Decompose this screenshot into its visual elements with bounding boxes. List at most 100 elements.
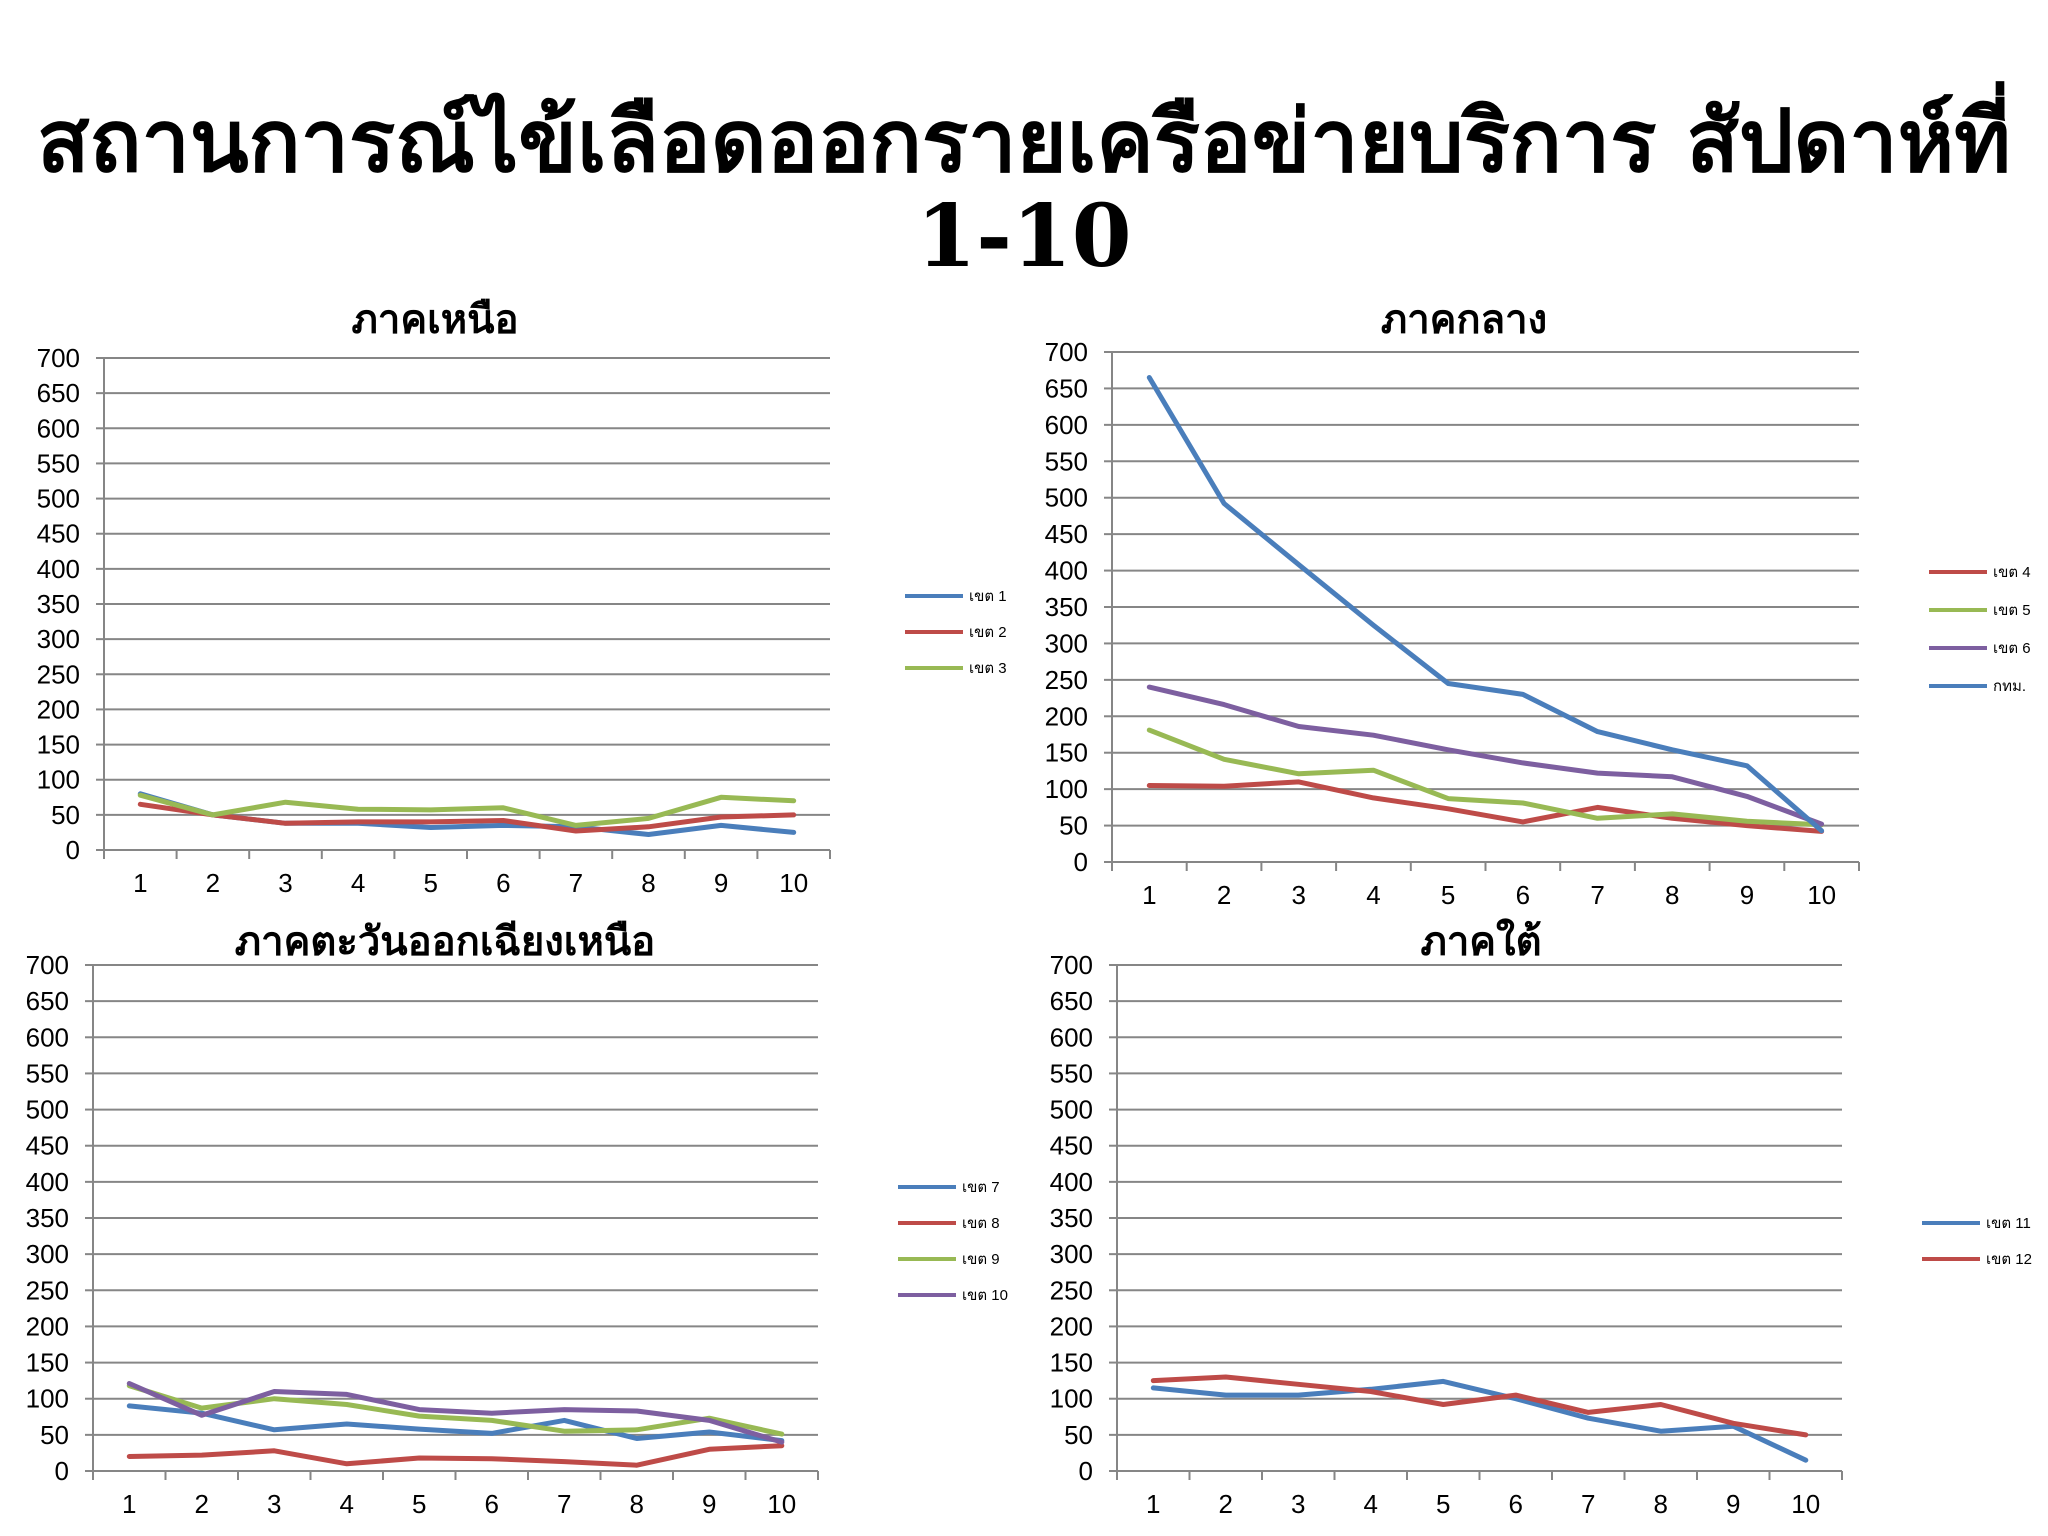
y-tick-label: 450: [26, 1131, 69, 1161]
northeast-region-chart: ภาคตะวันออกเฉียงเหนือ 0 50 100 150 200 250 300 3…: [26, 918, 1008, 1519]
series-line: [1146, 779, 1825, 834]
series-line: [1146, 375, 1825, 834]
y-tick-label: 0: [55, 1456, 69, 1486]
legend-label: เขต 5: [1993, 602, 2031, 619]
y-tick-label: 150: [26, 1348, 69, 1378]
x-tick-label: 10: [1791, 1489, 1820, 1519]
y-tick-label: 650: [1045, 373, 1088, 403]
x-tick-label: 3: [1291, 1489, 1305, 1519]
y-tick-label: 550: [26, 1058, 69, 1088]
legend-label: เขต 8: [962, 1215, 1000, 1232]
x-tick-label: 6: [496, 868, 510, 898]
y-tick-label: 500: [26, 1095, 69, 1125]
x-tick-label: 9: [714, 868, 728, 898]
y-tick-label: 650: [37, 378, 80, 408]
y-tick-label: 600: [26, 1022, 69, 1052]
x-tick-label: 1: [133, 868, 147, 898]
y-tick-label: 150: [1050, 1348, 1093, 1378]
x-tick-label: 10: [767, 1489, 796, 1519]
series-line: [1146, 727, 1825, 828]
x-tick-label: 5: [1441, 880, 1455, 910]
x-tick-label: 5: [423, 868, 437, 898]
y-tick-label: 450: [37, 519, 80, 549]
y-tick-label: 150: [1045, 738, 1088, 768]
y-tick-label: 50: [51, 800, 80, 830]
x-tick-label: 7: [569, 868, 583, 898]
y-tick-label: 500: [1050, 1095, 1093, 1125]
south-region-chart: ภาคใต้ 0 50 100 150 200 250 300 350 400 450 500 550 6…: [1050, 918, 2032, 1519]
x-tick-label: 6: [485, 1489, 499, 1519]
x-tick-label: 1: [1142, 880, 1156, 910]
y-tick-label: 600: [1050, 1022, 1093, 1052]
y-tick-label: 300: [1050, 1239, 1093, 1269]
y-tick-label: 0: [1074, 847, 1088, 877]
legend-label: เขต 10: [962, 1287, 1008, 1304]
x-tick-label: 6: [1509, 1489, 1523, 1519]
north-region-chart: ภาคเหนือ05010015020025030035040045050055…: [37, 296, 1007, 898]
y-tick-label: 450: [1045, 519, 1088, 549]
y-tick-label: 200: [1045, 701, 1088, 731]
legend-label: เขต 2: [969, 624, 1007, 641]
x-tick-label: 7: [1590, 880, 1604, 910]
x-tick-label: 4: [340, 1489, 354, 1519]
x-tick-label: 8: [630, 1489, 644, 1519]
central-region-chart: ภาคกลาง 0 50 100 150 200 250 300 350 400 450 500 550…: [1045, 296, 2031, 910]
y-tick-label: 400: [1045, 556, 1088, 586]
y-tick-label: 500: [37, 484, 80, 514]
x-tick-label: 4: [351, 868, 365, 898]
series-line: [1150, 1374, 1809, 1438]
x-tick-label: 1: [1146, 1489, 1160, 1519]
y-tick-label: 550: [1050, 1058, 1093, 1088]
y-tick-label: 400: [26, 1167, 69, 1197]
x-tick-label: 6: [1516, 880, 1530, 910]
x-tick-label: 9: [702, 1489, 716, 1519]
x-tick-label: 8: [1654, 1489, 1668, 1519]
y-tick-label: 50: [40, 1420, 69, 1450]
x-tick-label: 8: [641, 868, 655, 898]
y-tick-label: 350: [1050, 1203, 1093, 1233]
page-title: สถานการณ์ไข้เลือดออกรายเครือข่ายบริการ ส…: [37, 91, 2011, 287]
legend-label: เขต 11: [1986, 1215, 2031, 1232]
y-tick-label: 0: [66, 835, 80, 865]
chart-title: ภาคกลาง: [1381, 296, 1547, 343]
legend-label: เขต 1: [969, 588, 1007, 605]
series-line: [1146, 684, 1825, 827]
x-tick-label: 1: [122, 1489, 136, 1519]
y-tick-label: 600: [1045, 410, 1088, 440]
legend-label: เขต 4: [1993, 564, 2031, 581]
y-tick-label: 250: [1050, 1275, 1093, 1305]
chart-title: ภาคตะวันออกเฉียงเหนือ: [235, 918, 655, 965]
x-tick-label: 4: [1364, 1489, 1378, 1519]
y-tick-label: 250: [37, 659, 80, 689]
x-tick-label: 5: [412, 1489, 426, 1519]
y-tick-label: 300: [26, 1239, 69, 1269]
series-line: [126, 1381, 785, 1445]
y-tick-label: 700: [37, 343, 80, 373]
chart-title: ภาคใต้: [1420, 918, 1541, 965]
y-tick-label: 250: [1045, 665, 1088, 695]
y-tick-label: 0: [1079, 1456, 1093, 1486]
series-line: [137, 792, 797, 828]
y-tick-label: 200: [37, 694, 80, 724]
legend-label: เขต 3: [969, 660, 1007, 677]
y-tick-label: 700: [1045, 337, 1088, 367]
x-tick-label: 9: [1726, 1489, 1740, 1519]
y-tick-label: 200: [1050, 1311, 1093, 1341]
series-line: [126, 1403, 785, 1444]
y-tick-label: 100: [37, 765, 80, 795]
y-tick-label: 350: [1045, 592, 1088, 622]
y-tick-label: 700: [1050, 950, 1093, 980]
x-tick-label: 7: [557, 1489, 571, 1519]
x-tick-label: 2: [1219, 1489, 1233, 1519]
x-tick-label: 10: [1807, 880, 1836, 910]
y-tick-label: 500: [1045, 483, 1088, 513]
y-tick-label: 700: [26, 950, 69, 980]
x-tick-label: 3: [1292, 880, 1306, 910]
x-tick-label: 4: [1366, 880, 1380, 910]
y-tick-label: 350: [37, 589, 80, 619]
y-tick-label: 100: [1045, 774, 1088, 804]
legend-label: เขต 12: [1986, 1251, 2032, 1268]
legend-label: เขต 9: [962, 1251, 1000, 1268]
x-tick-label: 2: [206, 868, 220, 898]
x-tick-label: 2: [1217, 880, 1231, 910]
